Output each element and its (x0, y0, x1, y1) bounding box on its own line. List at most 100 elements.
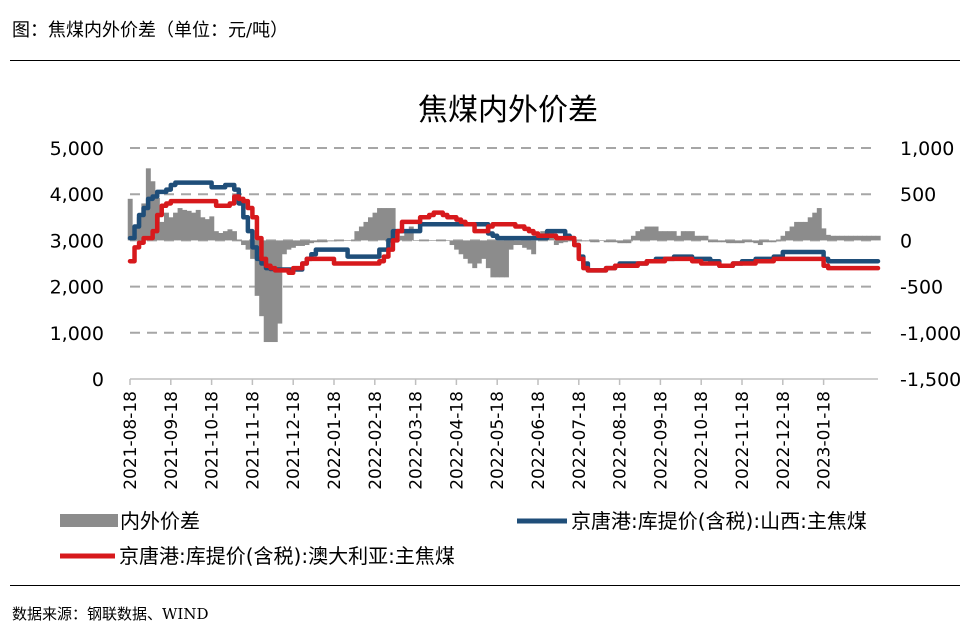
y-left-tick-label: 2,000 (50, 277, 104, 299)
chart: 焦煤内外价差 0 1,000 2,000 3,000 4,000 5,000 -1,500 -… (50, 93, 962, 568)
spread-bar (585, 240, 591, 242)
spread-bar (862, 235, 868, 241)
x-tick-label: 2022-04-18 (447, 391, 467, 490)
spread-bar (381, 208, 387, 241)
spread-bar (340, 240, 346, 241)
spread-bar (463, 240, 469, 259)
spread-bar (857, 235, 863, 241)
spread-bar (644, 226, 650, 241)
footer-divider (10, 585, 960, 586)
spread-bar (744, 240, 750, 243)
spread-bar (494, 240, 500, 278)
spread-bar (272, 240, 278, 343)
spread-bar (290, 240, 296, 248)
spread-bar (322, 240, 328, 243)
y-right-tick-label: -1,000 (900, 323, 961, 345)
page-header-title: 图：焦煤内外价差（单位：元/吨） (12, 20, 289, 41)
spread-bar (436, 240, 441, 241)
spread-bar (794, 221, 800, 241)
spread-bar (698, 235, 704, 241)
spread-bar (739, 240, 745, 244)
spread-bar (635, 231, 641, 241)
spread-bar (499, 240, 505, 278)
spread-bar (689, 231, 695, 241)
x-tick-label: 2022-10-18 (692, 391, 712, 490)
spread-bar (680, 231, 686, 241)
y-right-tick-label: 1,000 (900, 138, 954, 160)
legend-label-shanxi: 京唐港:库提价(含税):山西:主焦煤 (571, 509, 867, 533)
spread-bar (222, 231, 228, 241)
spread-bar (476, 240, 482, 264)
legend-item-spread: 内外价差 (60, 509, 200, 533)
spread-bar (640, 229, 645, 241)
spread-bar (834, 235, 840, 241)
legend-item-shanxi: 京唐港:库提价(含税):山西:主焦煤 (517, 509, 867, 533)
legend-label-australia: 京唐港:库提价(含税):澳大利亚:主焦煤 (119, 544, 455, 568)
spread-bar (213, 231, 219, 241)
spread-bar (236, 240, 242, 241)
spread-bar (839, 235, 845, 241)
spread-bar (191, 212, 197, 241)
spread-bar (467, 240, 473, 264)
spread-bar (445, 240, 450, 241)
spread-bar (454, 240, 460, 250)
spread-bar (803, 221, 809, 241)
spread-bar (349, 240, 355, 241)
spread-bar (816, 208, 822, 241)
spread-bar (426, 240, 432, 241)
y-right-tick-label: -500 (900, 277, 943, 299)
spread-bar (508, 240, 514, 250)
y-right-tick-label: -1,500 (900, 369, 961, 391)
spread-bar (762, 240, 768, 243)
spread-bar (825, 234, 831, 241)
spread-bar (780, 235, 786, 241)
spread-bar (386, 208, 392, 241)
spread-bar (789, 226, 795, 241)
spread-bar (667, 231, 673, 241)
spread-bar (150, 181, 156, 241)
spread-bar (708, 240, 713, 243)
spread-bar (263, 240, 269, 343)
axes: 0 1,000 2,000 3,000 4,000 5,000 -1,500 -1,000 -5… (50, 138, 962, 490)
legend-label-spread: 内外价差 (120, 509, 200, 533)
spread-bar (630, 235, 636, 241)
spread-bar (372, 212, 378, 241)
spread-bar (871, 235, 877, 241)
spread-bar (281, 240, 287, 255)
chart-title: 焦煤内外价差 (418, 93, 598, 128)
spread-bar (612, 240, 618, 243)
spread-bar (358, 226, 364, 241)
spread-bar (807, 217, 813, 241)
x-tick-label: 2021-12-18 (284, 391, 304, 490)
x-tick-label: 2022-11-18 (733, 391, 753, 490)
y-left-tick-label: 0 (92, 369, 104, 391)
spread-bar (562, 240, 568, 243)
spread-bar (245, 240, 251, 250)
spread-bar (853, 235, 858, 241)
spread-bar (730, 240, 736, 244)
y-left-tick-label: 4,000 (50, 184, 104, 206)
spread-bar (481, 240, 487, 259)
spread-bar (526, 240, 532, 250)
price-line-series (127, 180, 881, 275)
spread-bar (694, 235, 700, 241)
spread-bar (676, 235, 682, 241)
spread-bar (254, 240, 260, 296)
spread-bar (603, 240, 609, 243)
spread-bar (177, 208, 183, 241)
spread-bar (522, 240, 528, 248)
x-tick-label: 2021-09-18 (162, 391, 182, 490)
spread-bar (812, 212, 818, 241)
spread-bar (875, 235, 881, 241)
spread-bar (685, 231, 691, 241)
spread-bar (417, 240, 423, 241)
spread-bar (721, 240, 727, 243)
spread-bar (766, 240, 772, 243)
spread-bar (753, 240, 759, 244)
shanxi-price-line (127, 180, 881, 273)
spread-bar (345, 240, 351, 241)
spread-bar (309, 240, 314, 244)
spread-bar (531, 240, 537, 255)
x-tick-label: 2022-06-18 (529, 391, 549, 490)
spread-bar (413, 240, 419, 241)
